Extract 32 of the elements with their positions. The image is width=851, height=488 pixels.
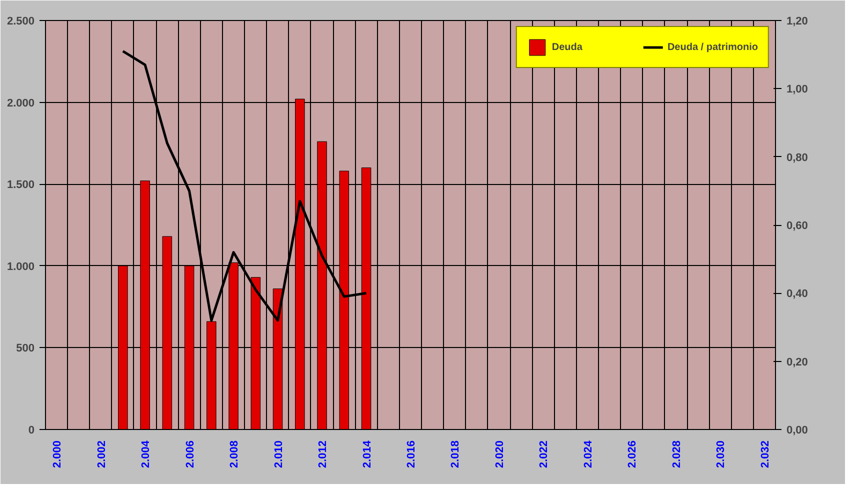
x-tick-label: 2.032 (759, 440, 772, 468)
x-tick-label: 2.010 (272, 440, 285, 468)
x-tick-label: 2.006 (184, 440, 196, 468)
y-tick-label: 2.000 (6, 97, 35, 110)
y2-tick-label: 0,60 (786, 220, 808, 232)
y-tick-label: 500 (16, 342, 35, 355)
y-tick-label: 2.500 (6, 16, 35, 28)
x-tick-label: 2.002 (96, 440, 108, 468)
x-tick-label: 2.024 (582, 440, 594, 468)
x-tick-label: 2.004 (140, 440, 152, 468)
x-tick-label: 2.028 (670, 440, 683, 468)
x-tick-label: 2.000 (52, 440, 64, 468)
legend-label: Deuda (552, 42, 582, 52)
x-tick-label: 2.016 (406, 440, 418, 468)
y2-tick-label: 0,40 (786, 288, 808, 300)
x-tick-label: 2.014 (361, 440, 374, 468)
y-tick-label: 0 (28, 424, 35, 436)
x-tick-label: 2.008 (228, 440, 241, 468)
y2-tick-label: 1,20 (786, 16, 808, 28)
legend-label: Deuda / patrimonio (667, 42, 758, 52)
y2-tick-label: 0,20 (786, 356, 808, 368)
x-tick-label: 2.012 (317, 440, 330, 468)
y2-tick-label: 0,80 (786, 152, 808, 164)
x-tick-label: 2.018 (450, 440, 462, 468)
y2-tick-label: 0,00 (786, 424, 808, 436)
x-tick-label: 2.030 (715, 440, 728, 468)
y-tick-label: 1.000 (6, 260, 35, 273)
x-tick-label: 2.026 (626, 440, 639, 468)
y2-tick-label: 1,00 (786, 84, 808, 96)
x-tick-label: 2.022 (538, 440, 550, 468)
x-tick-label: 2.020 (494, 440, 506, 468)
y-tick-label: 1.500 (6, 179, 35, 192)
